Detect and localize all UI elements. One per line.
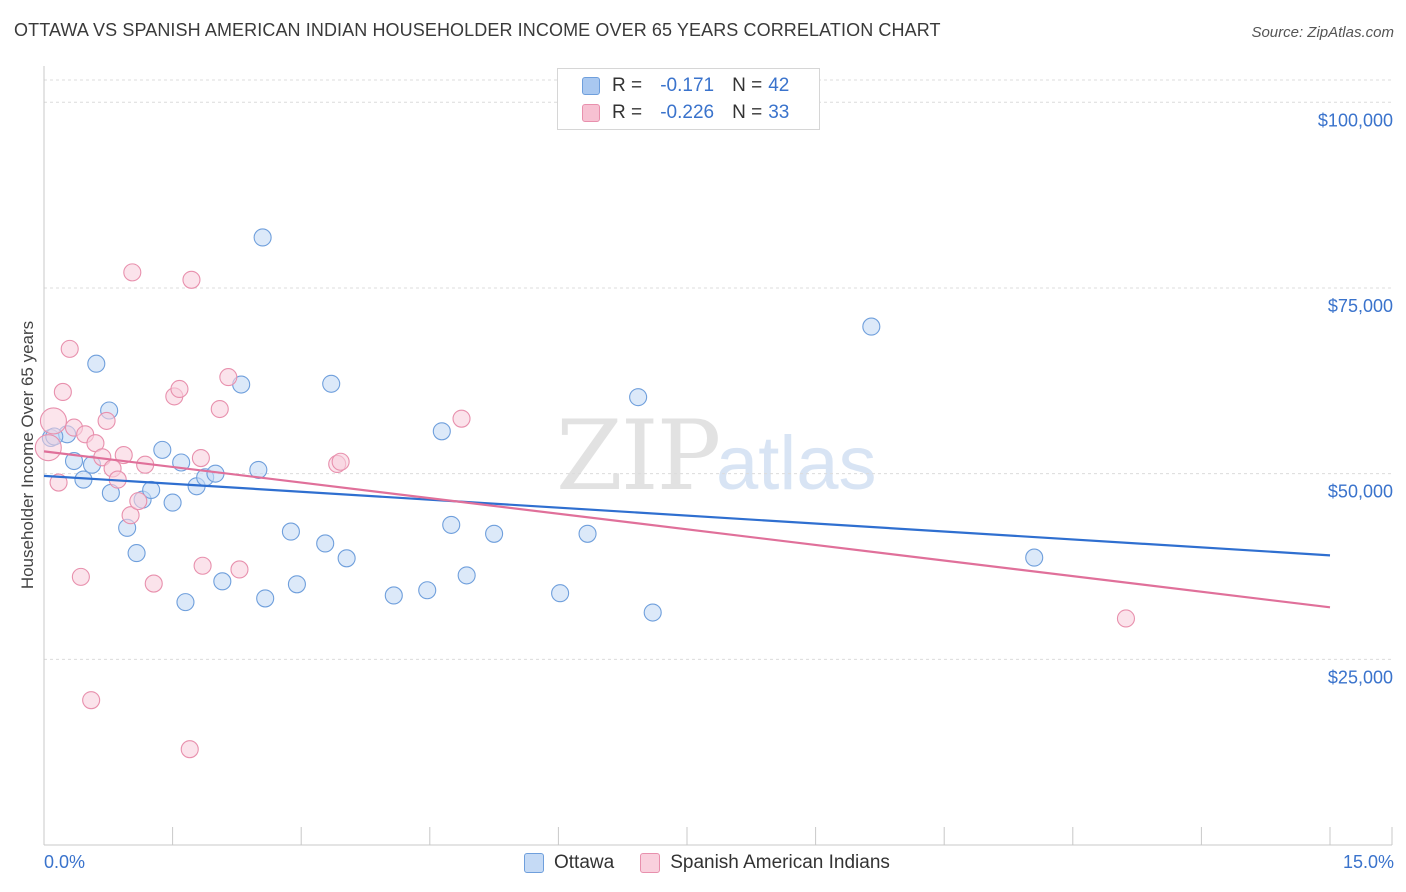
- data-point-spanish-american-indians: [144, 574, 163, 593]
- data-point-spanish-american-indians: [331, 452, 350, 471]
- data-point-spanish-american-indians: [49, 473, 68, 492]
- data-point-spanish-american-indians: [60, 339, 79, 358]
- data-point-spanish-american-indians: [129, 492, 148, 511]
- trend-line-spanish-american-indians: [43, 450, 1331, 609]
- data-point-ottawa: [578, 524, 597, 543]
- stats-row-ottawa: R = -0.171 N = 42: [582, 74, 789, 98]
- data-point-spanish-american-indians: [193, 556, 212, 575]
- data-point-ottawa: [253, 228, 272, 247]
- y-tick-label: $75,000: [1328, 296, 1393, 316]
- data-point-ottawa: [256, 589, 275, 608]
- data-point-spanish-american-indians: [230, 560, 249, 579]
- data-point-ottawa: [551, 584, 570, 603]
- data-point-ottawa: [163, 493, 182, 512]
- stats-r-label: R =: [612, 75, 643, 96]
- x-tick-label-max: 15.0%: [1342, 852, 1394, 872]
- stats-r-value: -0.226: [660, 102, 715, 123]
- data-point-ottawa: [281, 522, 300, 541]
- stats-swatch-ottawa: [582, 77, 600, 95]
- watermark-zip: ZIP: [556, 400, 721, 512]
- data-point-spanish-american-indians: [34, 434, 62, 462]
- source-label: Source: ZipAtlas.com: [1251, 24, 1394, 41]
- data-point-ottawa: [153, 440, 172, 459]
- data-point-ottawa: [1025, 548, 1044, 567]
- data-point-spanish-american-indians: [452, 409, 471, 428]
- data-point-spanish-american-indians: [182, 270, 201, 289]
- data-point-ottawa: [287, 575, 306, 594]
- stats-n-value: 42: [768, 75, 790, 96]
- legend-swatch-ottawa: [524, 853, 544, 873]
- data-point-ottawa: [485, 524, 504, 543]
- y-tick-label: $25,000: [1328, 667, 1393, 687]
- data-point-ottawa: [64, 451, 84, 471]
- data-point-spanish-american-indians: [123, 263, 142, 282]
- legend-label-ottawa: Ottawa: [554, 852, 615, 873]
- legend-label-spanish-american-indians: Spanish American Indians: [670, 852, 890, 873]
- data-point-spanish-american-indians: [170, 379, 189, 399]
- data-point-spanish-american-indians: [219, 368, 238, 387]
- data-point-spanish-american-indians: [191, 448, 210, 468]
- data-point-ottawa: [322, 374, 341, 393]
- data-point-ottawa: [127, 544, 146, 563]
- data-point-spanish-american-indians: [82, 691, 101, 710]
- chart-title: OTTAWA VS SPANISH AMERICAN INDIAN HOUSEH…: [14, 20, 941, 40]
- trend-line-ottawa: [43, 474, 1331, 557]
- data-point-ottawa: [337, 549, 356, 568]
- data-point-spanish-american-indians: [180, 740, 199, 759]
- data-point-spanish-american-indians: [1116, 609, 1136, 628]
- data-point-spanish-american-indians: [97, 411, 116, 430]
- data-point-ottawa: [213, 572, 232, 591]
- stats-r-value: -0.171: [660, 75, 715, 96]
- stats-n-label: N =: [732, 102, 763, 123]
- data-point-ottawa: [629, 388, 648, 407]
- data-point-spanish-american-indians: [114, 446, 133, 465]
- stats-swatch-spanish-american-indians: [582, 104, 600, 122]
- legend-item-ottawa[interactable]: Ottawa: [524, 852, 614, 874]
- stats-n-value: 33: [768, 102, 790, 123]
- data-point-ottawa: [176, 593, 195, 612]
- data-point-spanish-american-indians: [71, 567, 90, 586]
- legend: Ottawa Spanish American Indians: [524, 852, 916, 874]
- data-point-ottawa: [862, 317, 881, 336]
- data-point-ottawa: [418, 581, 437, 600]
- legend-item-spanish-american-indians[interactable]: Spanish American Indians: [640, 852, 890, 874]
- stats-n-label: N =: [732, 75, 763, 96]
- data-point-ottawa: [384, 586, 403, 605]
- stats-row-spanish-american-indians: R = -0.226 N = 33: [582, 101, 789, 125]
- legend-swatch-spanish-american-indians: [640, 853, 661, 873]
- x-tick-label-min: 0.0%: [44, 852, 86, 872]
- stats-box: R = -0.171 N = 42 R = -0.226 N = 33: [557, 68, 820, 130]
- data-point-ottawa: [643, 603, 662, 622]
- watermark-atlas: atlas: [716, 421, 877, 506]
- data-point-ottawa: [442, 515, 461, 534]
- data-point-ottawa: [432, 422, 451, 441]
- stats-r-label: R =: [612, 102, 643, 123]
- data-point-spanish-american-indians: [39, 407, 67, 435]
- data-point-spanish-american-indians: [53, 382, 72, 401]
- data-point-ottawa: [87, 354, 106, 373]
- data-point-ottawa: [457, 566, 476, 585]
- y-tick-label: $50,000: [1328, 482, 1393, 502]
- data-point-ottawa: [316, 534, 335, 553]
- data-point-spanish-american-indians: [121, 506, 140, 525]
- y-tick-label: $100,000: [1318, 110, 1393, 130]
- data-point-spanish-american-indians: [210, 399, 229, 419]
